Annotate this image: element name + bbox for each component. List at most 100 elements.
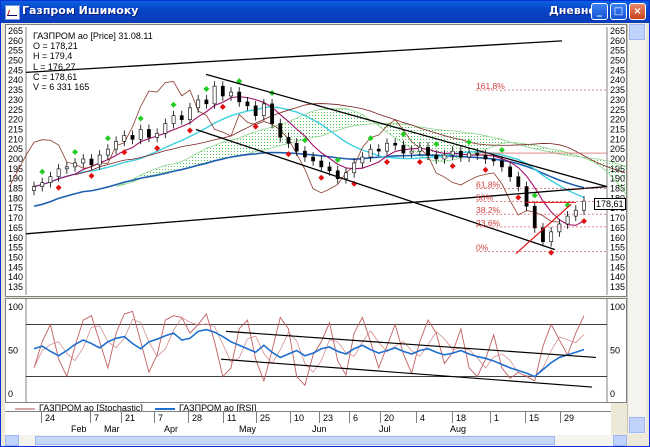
x-day-label: 7 xyxy=(158,413,164,423)
price-ytick-left: 210 xyxy=(8,134,23,144)
candle-body xyxy=(516,176,521,187)
price-ytick-right: 225 xyxy=(610,105,625,115)
price-ytick-right: 170 xyxy=(610,213,625,223)
x-month-label: Apr xyxy=(164,424,179,434)
oscillator-chart: 100 100 50 50 0 0 xyxy=(8,299,625,402)
fractal-down-marker xyxy=(449,162,456,169)
price-ytick-left: 265 xyxy=(8,26,23,36)
fractal-up-marker xyxy=(72,149,79,156)
scroll-thumb[interactable] xyxy=(35,436,555,445)
fib-level-label: 0% xyxy=(476,243,489,253)
x-tick xyxy=(380,412,381,423)
x-tick xyxy=(188,412,189,423)
candle-body xyxy=(64,166,69,170)
price-ytick-left: 205 xyxy=(8,144,23,154)
x-day-label: 18 xyxy=(456,413,467,423)
candle-body xyxy=(450,150,455,156)
candle-body xyxy=(335,170,340,179)
candle-body xyxy=(532,205,537,229)
price-ytick-right: 260 xyxy=(610,36,625,46)
fractal-down-marker xyxy=(548,249,555,256)
osc-ytick-left: 50 xyxy=(8,346,18,356)
minimize-button[interactable]: _ xyxy=(591,3,608,20)
price-ytick-right: 140 xyxy=(610,272,625,282)
candle-body xyxy=(483,154,488,160)
x-day-label: 1 xyxy=(494,413,500,423)
candle-body xyxy=(138,129,143,140)
price-ytick-left: 255 xyxy=(8,46,23,56)
price-ytick-left: 230 xyxy=(8,95,23,105)
scroll-left-button[interactable] xyxy=(5,435,19,446)
scroll-right-button[interactable] xyxy=(613,435,627,446)
candle-body xyxy=(294,142,299,152)
price-ytick-right: 215 xyxy=(610,124,625,134)
candle-body xyxy=(360,156,365,164)
price-ytick-right: 240 xyxy=(610,75,625,85)
x-day-label: 28 xyxy=(192,413,203,423)
osc-ytick-right: 50 xyxy=(610,346,620,356)
oscillator-panel[interactable]: 100 100 50 50 0 0 xyxy=(5,298,627,403)
fractal-up-marker xyxy=(531,192,538,199)
osc-ytick-right: 100 xyxy=(610,302,625,312)
x-month-label: Jun xyxy=(312,424,327,434)
legend-rsi: ГАЗПРОМ ао [RSI] xyxy=(179,403,257,413)
candle-body xyxy=(179,115,184,120)
info-high: H = 179,4 xyxy=(33,51,73,62)
fib-level-label: 38,2% xyxy=(476,205,501,215)
price-ytick-left: 160 xyxy=(8,233,23,243)
x-tick xyxy=(452,412,453,423)
candle-body xyxy=(155,133,160,138)
candle-body xyxy=(311,156,316,162)
x-day-label: 6 xyxy=(353,413,359,423)
ichimoku-cloud xyxy=(115,108,626,195)
candle-body xyxy=(278,123,283,138)
fib-level-label: 23,6% xyxy=(476,218,501,228)
x-day-label: 4 xyxy=(420,413,426,423)
candle-body xyxy=(163,123,168,134)
candle-body xyxy=(130,135,135,140)
price-ytick-left: 200 xyxy=(8,154,23,164)
x-tick xyxy=(256,412,257,423)
red-support-line xyxy=(515,203,572,254)
candle-body xyxy=(40,182,45,187)
candle-body xyxy=(122,135,127,142)
candle-body xyxy=(81,158,86,164)
x-tick xyxy=(319,412,320,423)
price-chart-panel[interactable]: 265 265 260 260 255 255 250 250 245 245 240 240 235 2… xyxy=(5,24,627,297)
lower-trendline xyxy=(25,185,608,235)
vertical-scrollbar[interactable] xyxy=(627,24,646,434)
candle-body xyxy=(327,166,332,172)
horizontal-scrollbar[interactable] xyxy=(5,435,627,446)
candle-body xyxy=(97,154,102,166)
price-ytick-right: 150 xyxy=(610,252,625,262)
fractal-down-marker xyxy=(416,159,423,166)
rsi-upper-trendline xyxy=(225,330,597,359)
scroll-down-button[interactable] xyxy=(629,417,645,433)
candle-body xyxy=(89,158,94,166)
x-tick xyxy=(41,412,42,423)
candle-body xyxy=(385,142,389,152)
maximize-button[interactable]: □ xyxy=(610,3,627,20)
x-tick xyxy=(560,412,561,423)
fractal-down-marker xyxy=(186,127,193,134)
candle-body xyxy=(253,105,258,116)
upper-trendline xyxy=(25,40,563,74)
title-bar[interactable]: Газпром Ишимоку Дневной _ □ × xyxy=(1,1,649,23)
scroll-up-button[interactable] xyxy=(629,24,645,40)
x-tick xyxy=(121,412,122,423)
price-ytick-left: 240 xyxy=(8,75,23,85)
price-ytick-left: 180 xyxy=(8,193,23,203)
close-button[interactable]: × xyxy=(629,3,646,20)
fractal-down-marker xyxy=(88,172,95,179)
candle-body xyxy=(491,158,496,162)
price-ytick-right: 205 xyxy=(610,144,625,154)
candle-body xyxy=(417,146,422,152)
x-day-label: 20 xyxy=(384,413,395,423)
price-ytick-left: 185 xyxy=(8,184,23,194)
x-day-label: 24 xyxy=(45,413,56,423)
fractal-up-marker xyxy=(433,141,440,148)
info-open: O = 178,21 xyxy=(33,41,78,52)
price-ytick-right: 165 xyxy=(610,223,625,233)
x-day-label: 15 xyxy=(529,413,540,423)
fractal-down-marker xyxy=(383,159,390,166)
